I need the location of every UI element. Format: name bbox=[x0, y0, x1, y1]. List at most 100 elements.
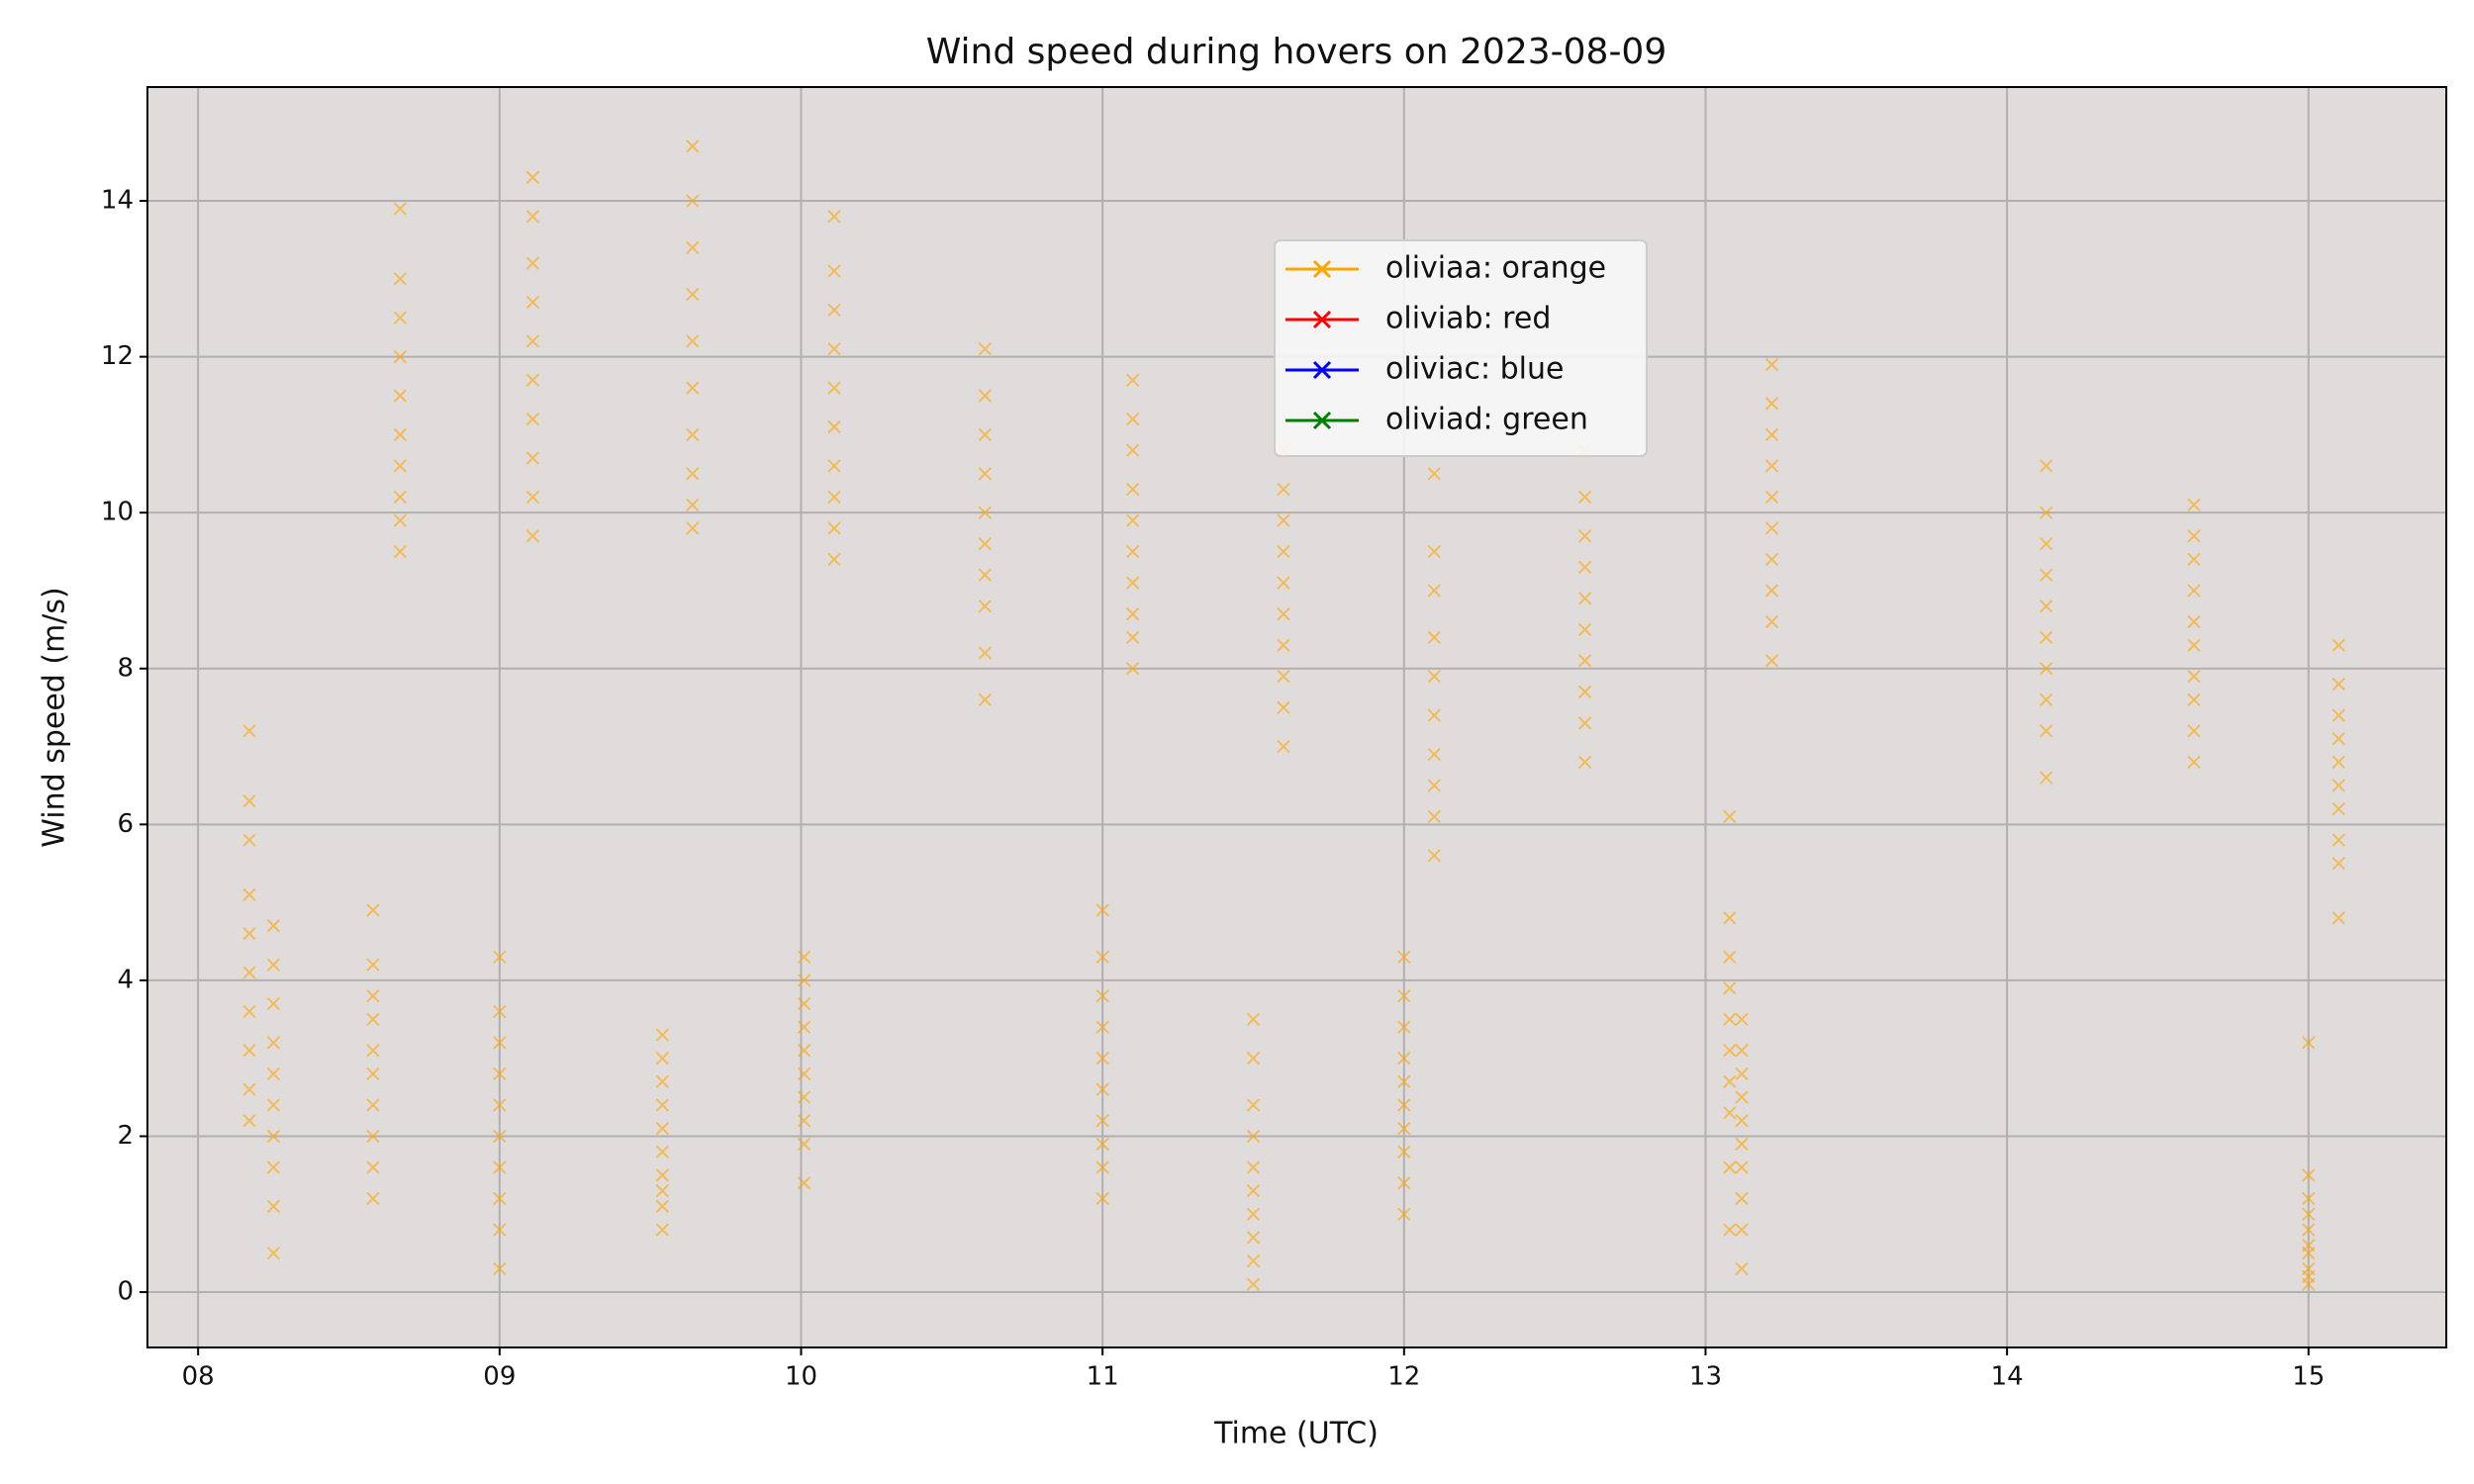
point bbox=[1735, 1044, 1749, 1058]
point bbox=[2302, 1036, 2316, 1050]
point bbox=[2187, 669, 2201, 684]
point bbox=[393, 544, 408, 559]
y-tick-label: 0 bbox=[117, 1277, 134, 1307]
point bbox=[655, 1183, 670, 1198]
point bbox=[686, 467, 700, 481]
point bbox=[1095, 1051, 1109, 1066]
point bbox=[366, 1012, 380, 1027]
point bbox=[2040, 771, 2053, 785]
point bbox=[2040, 724, 2053, 738]
point bbox=[1246, 1051, 1261, 1066]
point bbox=[797, 1176, 811, 1190]
point bbox=[1723, 1160, 1737, 1174]
point bbox=[366, 1191, 380, 1206]
legend-marker bbox=[1312, 310, 1332, 329]
point bbox=[266, 996, 281, 1011]
point bbox=[1427, 779, 1441, 792]
point bbox=[2040, 568, 2053, 582]
point bbox=[1125, 544, 1140, 559]
point bbox=[1427, 809, 1441, 824]
point bbox=[366, 1044, 380, 1058]
point bbox=[242, 926, 256, 941]
y-tick-label: 4 bbox=[117, 965, 134, 994]
point bbox=[1723, 1223, 1737, 1237]
point bbox=[1125, 576, 1140, 590]
point bbox=[242, 833, 256, 847]
point bbox=[655, 1028, 670, 1042]
point bbox=[655, 1199, 670, 1214]
point bbox=[366, 1129, 380, 1144]
x-tick-label: 12 bbox=[1387, 1362, 1420, 1392]
point bbox=[242, 724, 256, 738]
point bbox=[686, 427, 700, 442]
point bbox=[1397, 1020, 1411, 1034]
point bbox=[686, 194, 700, 208]
point bbox=[2331, 708, 2345, 722]
data-layer bbox=[242, 139, 2345, 1291]
point bbox=[1277, 739, 1290, 754]
point bbox=[1723, 911, 1737, 925]
point bbox=[1246, 1231, 1261, 1245]
x-tick-label: 15 bbox=[2292, 1362, 2325, 1392]
point bbox=[2040, 600, 2053, 613]
point bbox=[525, 170, 540, 185]
point bbox=[978, 646, 993, 660]
point bbox=[493, 1098, 507, 1112]
point bbox=[1277, 513, 1290, 527]
point bbox=[393, 272, 408, 286]
x-tick-label: 09 bbox=[483, 1362, 516, 1392]
point bbox=[525, 256, 540, 270]
legend-label: oliviac: blue bbox=[1385, 352, 1564, 387]
point bbox=[1735, 1191, 1749, 1206]
point bbox=[2187, 552, 2201, 567]
point bbox=[797, 974, 811, 987]
point bbox=[655, 1098, 670, 1112]
point bbox=[1397, 1207, 1411, 1221]
point bbox=[493, 1004, 507, 1019]
point bbox=[1577, 654, 1592, 668]
point bbox=[1764, 521, 1779, 535]
point bbox=[2331, 755, 2345, 770]
point bbox=[493, 1036, 507, 1050]
point bbox=[978, 506, 993, 519]
legend: oliviaa: orange oliviab: red oliviac: blue… bbox=[1274, 239, 1648, 457]
point bbox=[978, 693, 993, 706]
y-tick-label: 2 bbox=[117, 1121, 134, 1151]
point bbox=[1397, 950, 1411, 964]
point bbox=[393, 490, 408, 505]
point bbox=[1577, 622, 1592, 637]
point bbox=[1397, 1145, 1411, 1159]
point bbox=[1735, 1012, 1749, 1027]
legend-marker bbox=[1312, 259, 1332, 279]
point bbox=[1095, 988, 1109, 1003]
y-tick-label: 8 bbox=[117, 653, 134, 683]
point bbox=[686, 139, 700, 153]
point bbox=[2187, 724, 2201, 738]
point bbox=[797, 1044, 811, 1058]
point bbox=[1125, 606, 1140, 621]
point bbox=[827, 342, 841, 356]
point bbox=[1246, 1012, 1261, 1027]
point bbox=[393, 513, 408, 527]
x-tick-label: 08 bbox=[182, 1362, 215, 1392]
point bbox=[2040, 630, 2053, 644]
point bbox=[978, 600, 993, 613]
point bbox=[655, 1223, 670, 1237]
point bbox=[2302, 1277, 2316, 1291]
x-tick-label: 10 bbox=[785, 1362, 817, 1392]
point bbox=[1735, 1261, 1749, 1276]
point bbox=[978, 427, 993, 442]
point bbox=[1397, 1098, 1411, 1112]
point bbox=[1723, 1074, 1737, 1089]
point bbox=[2331, 731, 2345, 746]
point bbox=[2187, 614, 2201, 629]
point bbox=[1723, 1106, 1737, 1120]
point bbox=[1246, 1160, 1261, 1174]
point bbox=[2302, 1246, 2316, 1260]
point bbox=[242, 966, 256, 979]
point bbox=[366, 1098, 380, 1112]
point bbox=[266, 1129, 281, 1144]
point bbox=[655, 1051, 670, 1066]
point bbox=[1277, 576, 1290, 590]
